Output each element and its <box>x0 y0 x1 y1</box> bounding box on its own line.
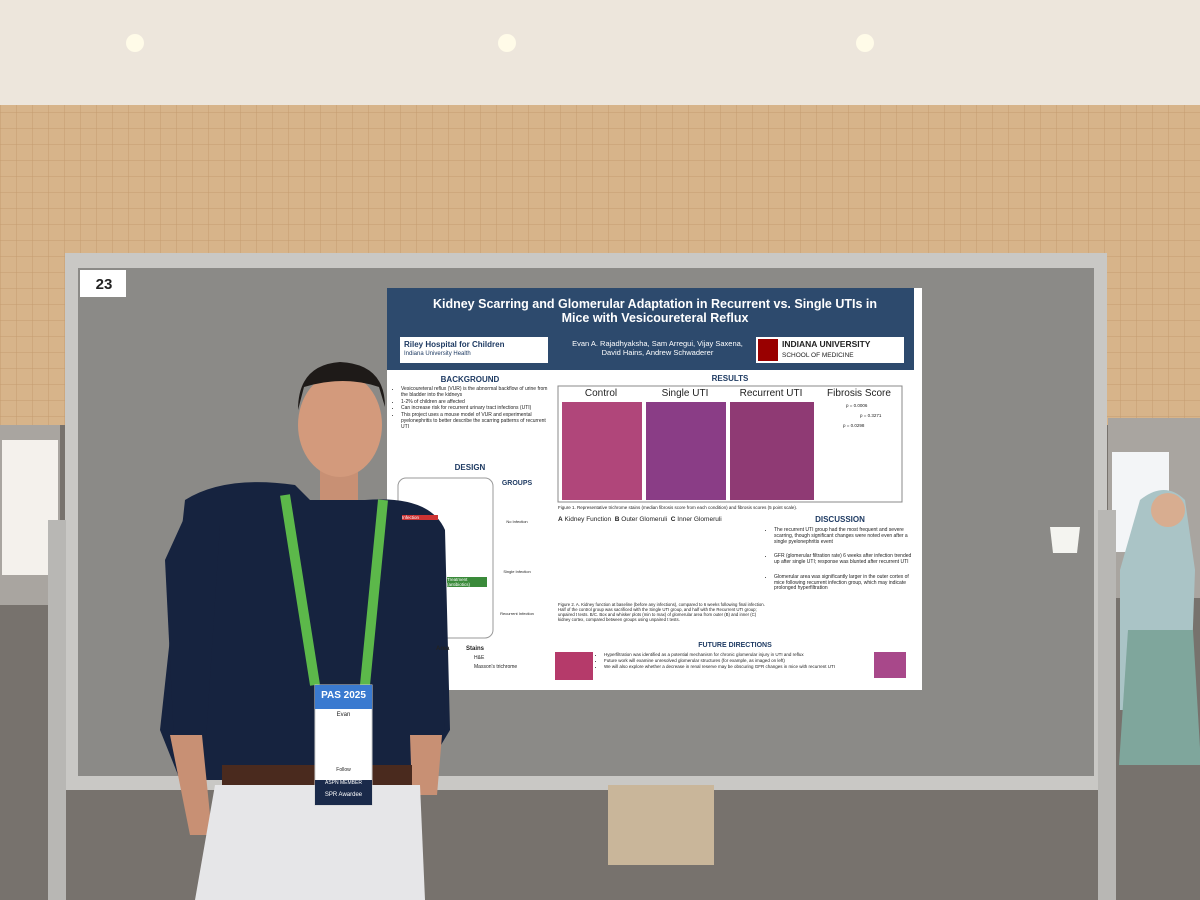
bullet-list: Hyperfiltration was identified as a pote… <box>596 652 871 671</box>
pants <box>195 785 425 900</box>
column-label: Fibrosis Score <box>827 388 891 399</box>
section-heading: BACKGROUND <box>440 375 500 384</box>
p-value: p = 0.3271 <box>860 413 882 418</box>
sub-heading: GROUPS <box>501 480 533 487</box>
badge-member: ASPN MEMBER <box>325 780 362 786</box>
column-label: Control <box>584 388 618 399</box>
logo-right-sub: SCHOOL OF MEDICINE <box>782 352 854 359</box>
bullet: Can increase risk for recurrent urinary … <box>401 405 551 412</box>
light <box>126 34 144 52</box>
bullet: We will also explore whether a decrease … <box>604 664 871 669</box>
p-value: p = 0.0006 <box>846 403 868 408</box>
p-value: p = 0.0298 <box>843 423 865 428</box>
badge-follow: Follow <box>336 767 351 773</box>
group-label: Recurrent Infection <box>500 611 534 616</box>
panel-title: Kidney Function <box>564 516 612 523</box>
sleeve <box>410 525 445 735</box>
badge-event: PAS 2025 <box>321 690 366 701</box>
section-heading: DISCUSSION <box>815 515 865 524</box>
badge-ribbon: SPR Awardee <box>324 792 363 798</box>
bullet: Future work will examine unresolved glom… <box>604 658 871 663</box>
design-label: Infection <box>402 515 438 521</box>
panel-title: Outer Glomeruli <box>621 516 668 523</box>
group-label: No Infection <box>506 519 528 524</box>
bullet-list: Vesicoureteral reflux (VUR) is the abnor… <box>393 386 551 431</box>
arm <box>410 735 442 795</box>
poster-title: Kidney Scarring and Glomerular Adaptatio… <box>432 297 878 326</box>
logo-box <box>400 337 548 363</box>
column-label: Single UTI <box>661 388 709 399</box>
badge-ribbon <box>315 780 372 805</box>
bullet: Hyperfiltration was identified as a pote… <box>604 652 871 657</box>
logo-box <box>756 337 904 363</box>
stain-image <box>562 402 642 500</box>
bullet: 1-2% of children are affected <box>401 399 551 406</box>
panel-labels: A Kidney Function B Outer Glomeruli C In… <box>558 516 768 523</box>
logo-left: Riley Hospital for Children <box>404 340 505 349</box>
panel-letter: C <box>670 516 676 523</box>
glomerulus-image <box>555 652 593 680</box>
ceiling <box>0 0 1200 105</box>
section-heading: RESULTS <box>711 374 749 383</box>
bullet: The recurrent UTI group had the most fre… <box>774 527 916 545</box>
panel-letter: B <box>614 516 620 523</box>
column-label: Recurrent UTI <box>739 388 803 399</box>
panel-title: Inner Glomeruli <box>677 516 722 523</box>
badge-header <box>315 685 372 709</box>
arm <box>170 735 212 835</box>
panel-letter: A <box>558 516 563 523</box>
figure-caption: Figure 2. A. Kidney function at baseline… <box>558 602 765 622</box>
section-heading: FUTURE DIRECTIONS <box>698 642 772 649</box>
logo-right: INDIANA UNIVERSITY <box>782 339 871 349</box>
stain-image <box>730 402 814 500</box>
stain-name: Masson's trichrome <box>474 664 518 670</box>
sub-heading: Stains <box>466 646 485 652</box>
figure-caption: Figure 1. Representative trichrome stain… <box>558 505 798 510</box>
design-label: Treatment (antibiotics) <box>447 577 487 588</box>
board-leg <box>1098 510 1116 900</box>
bullet: This project uses a mouse model of VUR a… <box>401 412 551 430</box>
logo-left-sub: Indiana University Health <box>404 351 471 357</box>
passerby-head <box>1151 493 1185 527</box>
badge-name: Evan <box>336 712 351 718</box>
board-number: 23 <box>95 276 113 293</box>
cup <box>1050 527 1080 553</box>
light <box>498 34 516 52</box>
group-label: Single Infection <box>503 569 531 574</box>
design-label: Area <box>436 646 450 652</box>
sleeve <box>165 505 220 760</box>
hair <box>298 362 385 410</box>
poster-authors: Evan A. Rajadhyaksha, Sam Arregui, Vijay… <box>572 339 743 357</box>
stain-name: H&E <box>474 655 485 661</box>
bullet: GFR (glomerular filtration rate) 6 weeks… <box>774 553 916 566</box>
board-leg <box>48 520 66 900</box>
bullet-list: The recurrent UTI group had the most fre… <box>766 527 916 593</box>
bullet: Glomerular area was significantly larger… <box>774 574 916 592</box>
lanyard <box>280 494 388 686</box>
glomerulus-image <box>874 652 906 678</box>
number-card <box>80 270 126 297</box>
light <box>856 34 874 52</box>
stain-image <box>646 402 726 500</box>
iu-mark <box>758 339 778 361</box>
passerby-skirt <box>1119 630 1200 765</box>
passerby-legs <box>608 785 714 865</box>
bullet: Vesicoureteral reflux (VUR) is the abnor… <box>401 386 551 399</box>
section-heading: DESIGN <box>454 463 486 472</box>
face <box>298 373 382 477</box>
